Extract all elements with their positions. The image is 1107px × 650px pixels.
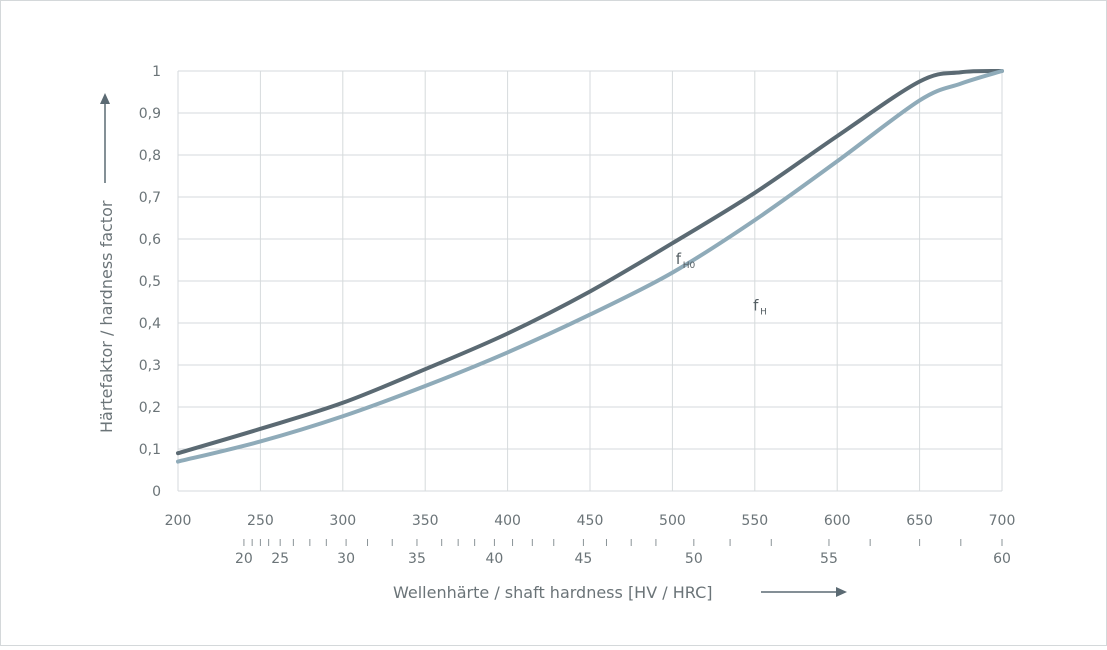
x-tick-label-300: 300	[329, 513, 356, 529]
y-tick-label-1: 1	[152, 64, 161, 80]
x-axis-title: Wellenhärte / shaft hardness [HV / HRC]	[393, 583, 712, 602]
hrc-tick-label-40: 40	[486, 551, 504, 567]
x-tick-label-700: 700	[989, 513, 1016, 529]
hrc-tick-label-30: 30	[337, 551, 355, 567]
series-lines	[176, 69, 1004, 464]
grid-lines	[177, 70, 1003, 492]
hrc-tick-label-60: 60	[993, 551, 1011, 567]
x-axis-arrow	[761, 587, 847, 597]
y-axis-arrow	[100, 93, 110, 183]
hrc-tick-label-25: 25	[271, 551, 289, 567]
x-tick-label-250: 250	[247, 513, 274, 529]
series-label-fH0: f	[676, 250, 682, 268]
y-tick-labels: 0 0,1 0,2 0,3 0,4 0,5 0,6 0,7 0,8 0,9 1	[139, 64, 161, 500]
hrc-tick-label-55: 55	[820, 551, 838, 567]
y-tick-label-0,7: 0,7	[139, 190, 161, 206]
y-axis-title: Härtefaktor / hardness factor	[97, 200, 116, 433]
x-tick-label-650: 650	[906, 513, 933, 529]
y-tick-label-0,3: 0,3	[139, 358, 161, 374]
y-tick-label-0,4: 0,4	[139, 316, 161, 332]
series-label-sub-fH0: H0	[683, 261, 696, 271]
y-tick-label-0: 0	[152, 484, 161, 500]
x-tick-labels: 200 250 300 350 400 450 500 550 600 650 700	[165, 513, 1016, 529]
x-tick-label-350: 350	[412, 513, 439, 529]
y-tick-label-0,1: 0,1	[139, 442, 161, 458]
x-tick-label-400: 400	[494, 513, 521, 529]
x-tick-label-600: 600	[824, 513, 851, 529]
hrc-tick-label-50: 50	[685, 551, 703, 567]
y-tick-label-0,6: 0,6	[139, 232, 161, 248]
series-label-fH: f	[753, 296, 759, 314]
y-tick-label-0,5: 0,5	[139, 274, 161, 290]
series-label-sub-fH: H	[760, 307, 767, 317]
x-tick-label-200: 200	[165, 513, 192, 529]
series-labels: f H0f H	[676, 250, 767, 317]
y-tick-label-0,8: 0,8	[139, 148, 161, 164]
hrc-tick-label-20: 20	[235, 551, 253, 567]
x-tick-label-450: 450	[577, 513, 604, 529]
hrc-secondary-axis: 20 25 30 35 40 45 50 55 60	[235, 539, 1011, 567]
x-tick-label-500: 500	[659, 513, 686, 529]
hrc-tick-label-35: 35	[408, 551, 426, 567]
x-tick-label-550: 550	[741, 513, 768, 529]
series-line-fH	[176, 69, 1004, 464]
y-tick-label-0,2: 0,2	[139, 400, 161, 416]
series-line-fH0	[176, 69, 1004, 456]
y-tick-label-0,9: 0,9	[139, 106, 161, 122]
hrc-tick-label-45: 45	[574, 551, 592, 567]
